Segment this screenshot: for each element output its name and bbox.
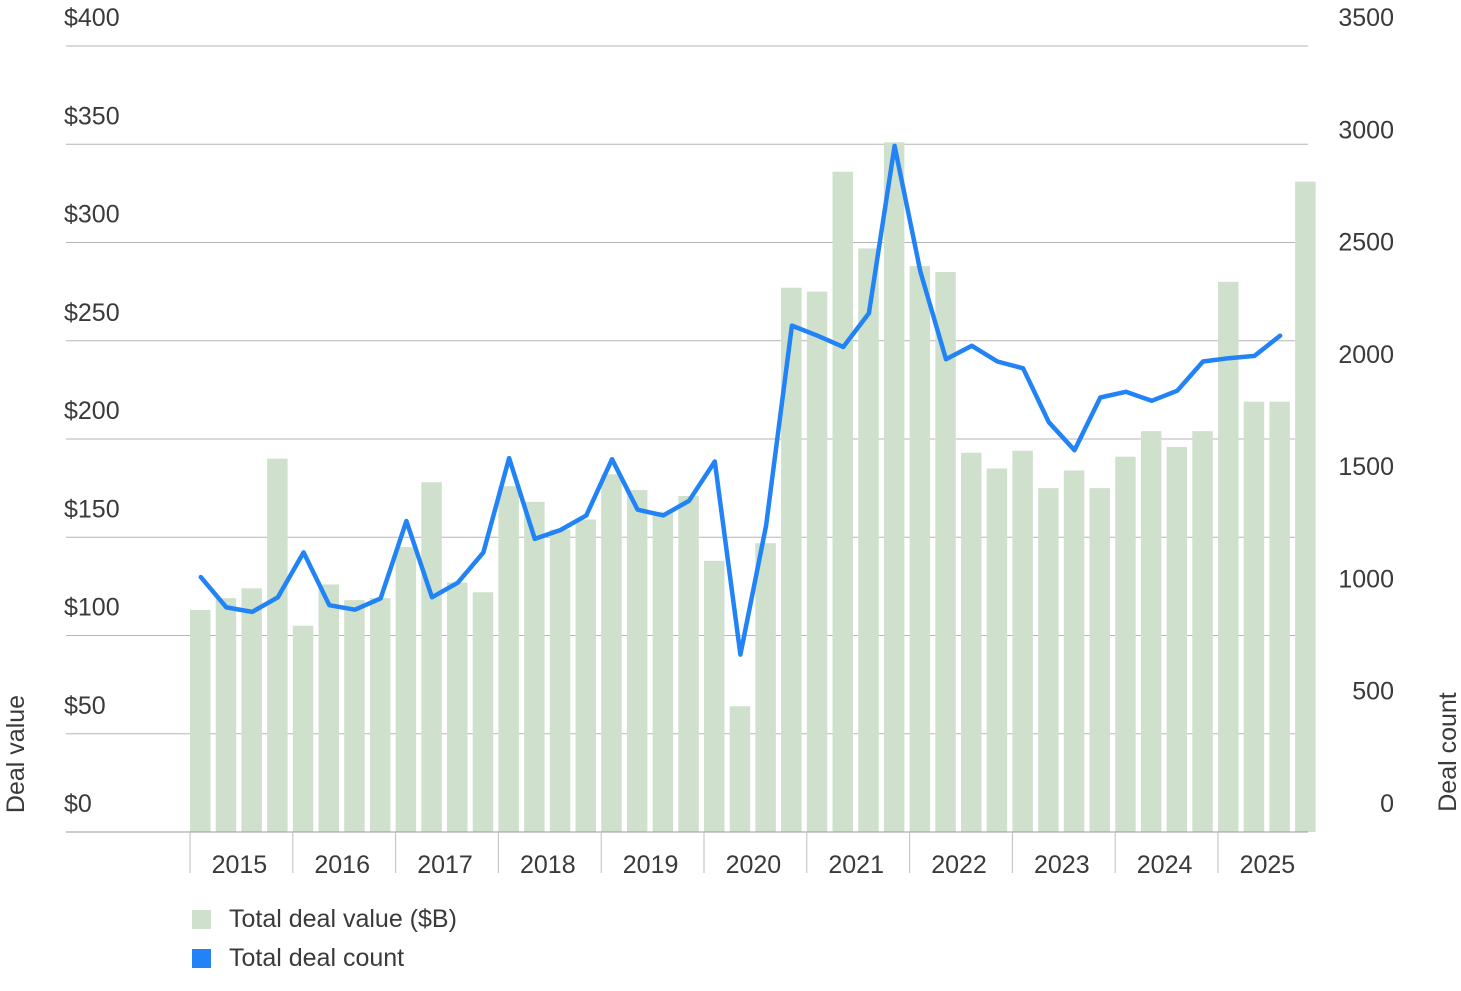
x-tick-label: 2017: [417, 851, 473, 879]
x-tick-label: 2022: [931, 851, 987, 879]
bar: [1089, 488, 1110, 832]
bar: [909, 266, 931, 833]
legend-item-deal-value: Total deal value ($B): [192, 900, 457, 939]
legend: Total deal value ($B) Total deal count: [192, 900, 457, 978]
bar: [1166, 446, 1188, 832]
bar: [1295, 181, 1316, 832]
bar: [498, 486, 519, 832]
bar: [781, 287, 802, 832]
x-tick-label: 2018: [520, 851, 576, 879]
left-axis-title: Deal value: [2, 695, 30, 813]
bar: [806, 291, 828, 832]
bar: [369, 598, 391, 832]
right-tick-label: 2500: [1338, 229, 1394, 257]
legend-label-deal-value: Total deal value ($B): [229, 905, 457, 933]
bar: [729, 706, 751, 832]
right-axis-ticks: 0 500 1000 1500 2000 2500 3000 3500: [1338, 4, 1394, 818]
legend-swatch-deal-value: [192, 910, 211, 929]
bar: [524, 501, 545, 832]
bar: [549, 529, 571, 832]
bar: [1115, 456, 1136, 832]
bar: [678, 495, 699, 832]
right-tick-label: 1500: [1338, 453, 1394, 481]
bar: [267, 458, 288, 832]
left-tick-label: $300: [64, 201, 120, 229]
left-tick-label: $350: [64, 102, 120, 130]
bar: [704, 560, 725, 832]
right-axis-title: Deal count: [1434, 692, 1461, 812]
left-tick-label: $150: [64, 495, 120, 523]
bar: [986, 468, 1008, 832]
bar: [1063, 470, 1085, 832]
bar: [1218, 281, 1239, 832]
bar: [832, 171, 853, 832]
bar: [858, 248, 879, 832]
bar: [472, 592, 494, 832]
x-tick-label: 2015: [212, 851, 268, 879]
left-tick-label: $200: [64, 397, 120, 425]
bar: [961, 452, 982, 832]
right-tick-label: 500: [1352, 678, 1394, 706]
legend-label-deal-count: Total deal count: [229, 944, 405, 972]
right-tick-label: 2000: [1338, 341, 1394, 369]
bar: [1012, 450, 1033, 832]
x-tick-label: 2023: [1034, 851, 1090, 879]
left-axis-ticks: $0 $50 $100 $150 $200 $250 $300 $350 $400: [64, 4, 120, 818]
legend-item-deal-count: Total deal count: [192, 939, 457, 978]
bar: [626, 490, 648, 832]
bar-series: [190, 142, 1316, 833]
bar: [1038, 488, 1059, 832]
bar: [344, 600, 365, 832]
bar: [241, 588, 262, 832]
bar: [601, 474, 622, 832]
bar: [447, 582, 468, 832]
x-tick-label: 2020: [726, 851, 782, 879]
bar: [575, 519, 596, 832]
x-tick-label: 2021: [828, 851, 884, 879]
bar: [292, 625, 314, 832]
right-tick-label: 1000: [1338, 565, 1394, 593]
bar: [1269, 401, 1290, 832]
bar: [652, 511, 674, 832]
right-tick-label: 3500: [1338, 4, 1394, 32]
bar: [421, 482, 442, 832]
x-tick-label: 2016: [314, 851, 370, 879]
right-tick-label: 3000: [1338, 116, 1394, 144]
x-tick-label: 2025: [1240, 851, 1296, 879]
x-tick-label: 2019: [623, 851, 679, 879]
left-tick-label: $100: [64, 594, 120, 622]
x-tick-label: 2024: [1137, 851, 1193, 879]
bar: [215, 598, 237, 832]
bar: [883, 142, 905, 832]
left-tick-label: $50: [64, 692, 106, 720]
bar: [755, 543, 776, 832]
left-tick-label: $400: [64, 4, 120, 32]
bar: [190, 609, 211, 832]
x-axis: 2015 2016 2017 2018 2019 2020 2021 2022 2023 2024…: [66, 831, 1308, 879]
right-tick-label: 0: [1380, 790, 1394, 818]
left-tick-label: $0: [64, 790, 92, 818]
bar: [1140, 431, 1162, 832]
bar: [935, 271, 956, 833]
bar: [1243, 401, 1265, 832]
left-tick-label: $250: [64, 299, 120, 327]
bar: [395, 547, 417, 832]
bar: [1192, 431, 1213, 832]
legend-swatch-deal-count: [192, 949, 211, 968]
line-series: [198, 143, 1283, 657]
bar: [318, 584, 339, 832]
